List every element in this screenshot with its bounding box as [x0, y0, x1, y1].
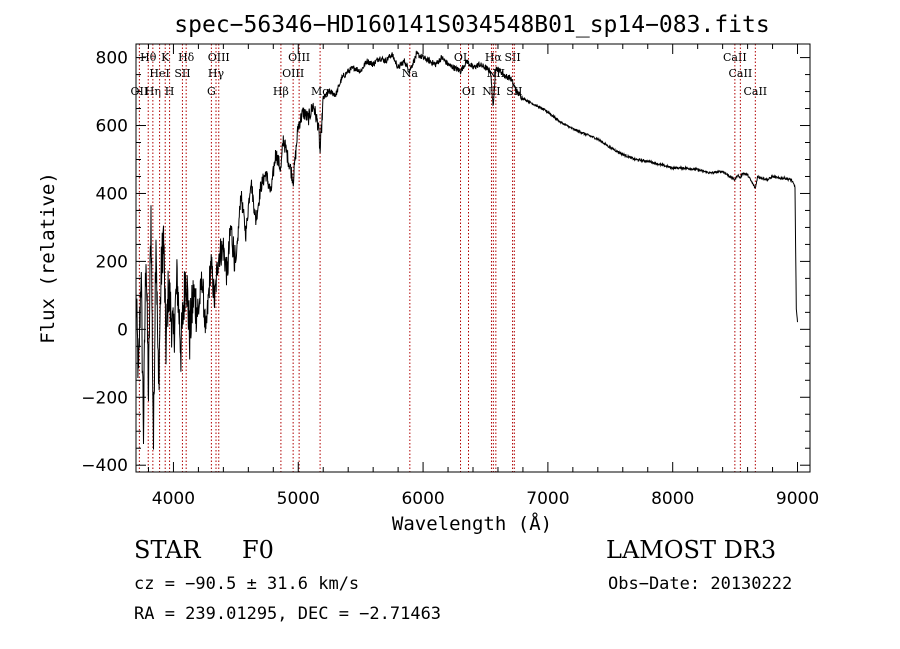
- y-tick-label: 800: [96, 49, 128, 69]
- observation-date: Obs−Date: 20130222: [608, 574, 793, 594]
- plot-frame: [135, 43, 811, 473]
- redshift-value: cz = −90.5 ± 31.6 km/s: [134, 574, 360, 594]
- spectral-line-label: Hη: [145, 85, 161, 98]
- spectral-line-label: Hγ: [208, 67, 225, 80]
- x-tick-label: 8000: [651, 489, 694, 509]
- chart-title: spec−56346−HD160141S034548B01_sp14−083.f…: [174, 12, 769, 38]
- x-tick-label: 4000: [152, 489, 195, 509]
- spectral-line-label: OI: [454, 51, 467, 64]
- spectral-line-label: SII: [174, 67, 190, 80]
- spectral-line-label: Na: [402, 67, 419, 80]
- spectral-line-label: HeI: [149, 67, 169, 80]
- spectral-line-label: CaII: [729, 67, 753, 80]
- spectral-line-label: CaII: [723, 51, 747, 64]
- y-axis-label: Flux (relative): [37, 172, 59, 344]
- object-class: STAR: [134, 536, 201, 564]
- x-tick-label: 5000: [277, 489, 320, 509]
- spectral-line-label: K: [161, 51, 170, 64]
- spectral-line-label: OIII: [208, 51, 230, 64]
- spectral-line-label: Hβ: [273, 85, 289, 98]
- y-tick-label: 400: [96, 184, 128, 204]
- y-tick-label: 600: [96, 117, 128, 137]
- y-tick-label: 200: [96, 252, 128, 272]
- coordinates: RA = 239.01295, DEC = −2.71463: [134, 604, 442, 624]
- survey-name: LAMOST DR3: [606, 536, 777, 564]
- y-tick-label: −200: [81, 388, 128, 408]
- object-subclass: F0: [242, 536, 274, 564]
- x-axis-label: Wavelength (Å): [392, 512, 552, 535]
- spectral-line-label: OIII: [282, 67, 304, 80]
- spectral-line-label: Hθ: [140, 51, 157, 64]
- spectral-line-label: SII: [504, 51, 520, 64]
- y-tick-label: 0: [117, 320, 128, 340]
- spectral-line-label: OIII: [288, 51, 310, 64]
- x-tick-label: 6000: [401, 489, 444, 509]
- x-tick-label: 7000: [526, 489, 569, 509]
- y-axis: −400 −200 0 200 400 600 800: [81, 49, 810, 476]
- y-tick-label: −400: [81, 456, 128, 476]
- spectral-line-label: Hα: [485, 51, 503, 64]
- spectral-line-label: G: [207, 85, 216, 98]
- spectral-line-label: H: [165, 85, 175, 98]
- x-axis: 4000 5000 6000 7000 8000 9000: [147, 44, 819, 509]
- spectral-line-label: OI: [462, 85, 475, 98]
- spectral-line-label: Hδ: [178, 51, 195, 64]
- x-tick-label: 9000: [776, 489, 819, 509]
- spectrum-line: [135, 50, 798, 450]
- spectral-line-label: CaII: [743, 85, 767, 98]
